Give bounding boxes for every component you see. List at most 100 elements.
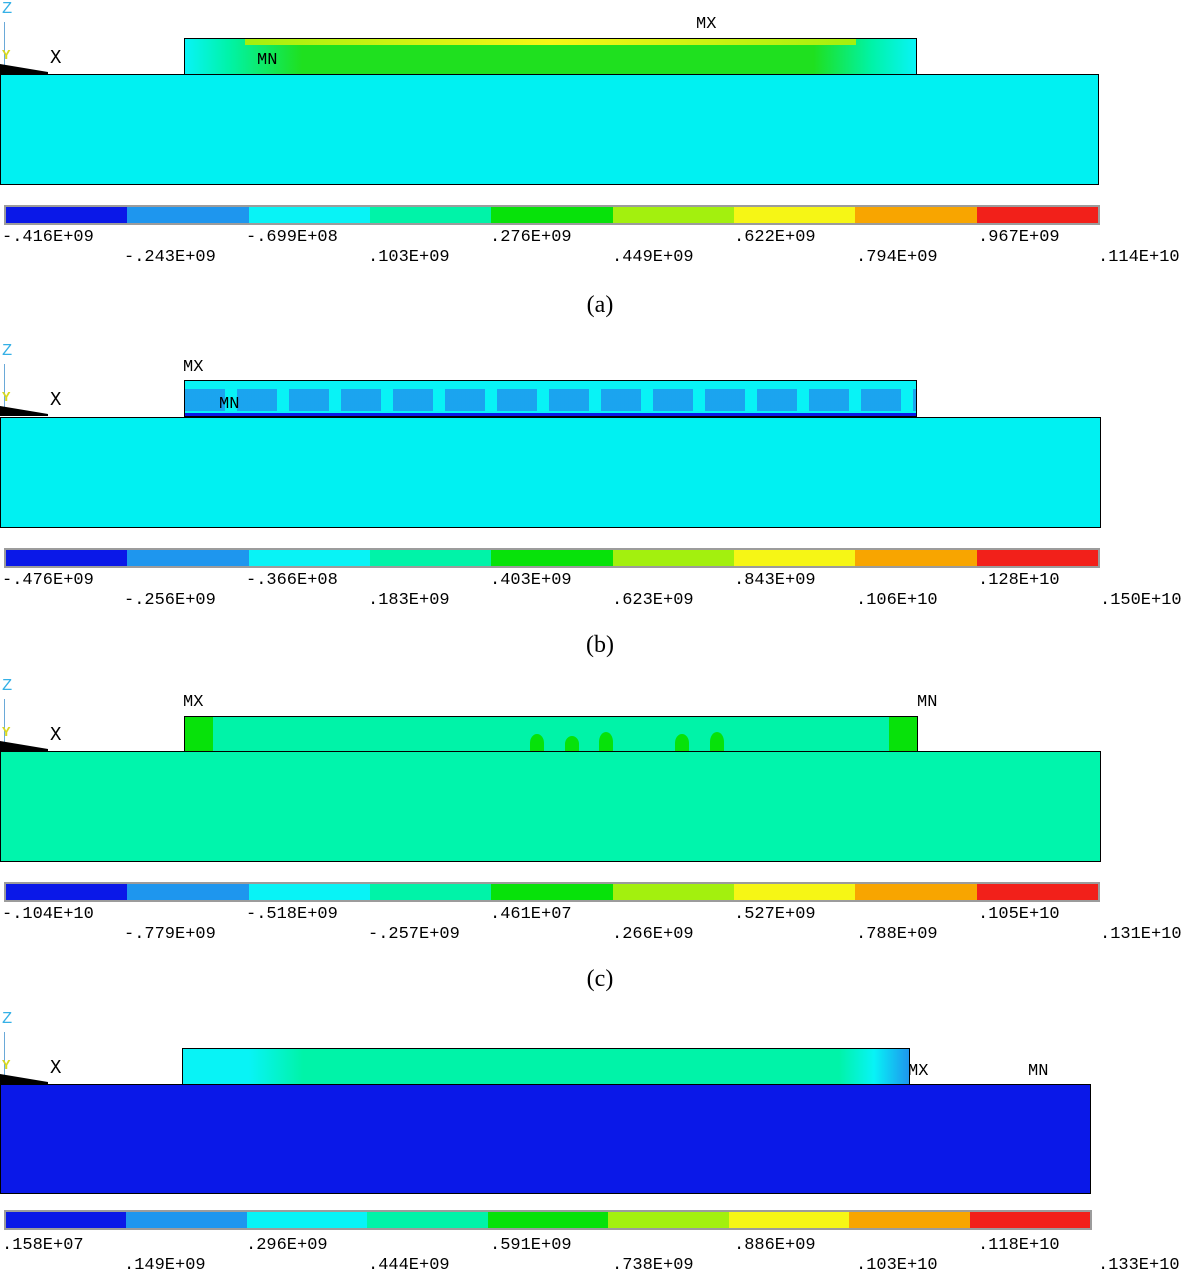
color-legend-bar [4,548,1100,568]
legend-tick-label: -.243E+09 [124,248,216,267]
legend-swatch-4 [369,207,492,223]
marker-mn: MN [917,693,938,712]
axis-triad-icon [0,741,48,751]
film-layer [184,38,917,75]
legend-swatch-8 [855,884,977,900]
legend-swatch-6 [612,207,734,223]
film-top-band [245,39,856,45]
axis-z-label: Z [2,0,13,19]
legend-tick-label: .183E+09 [368,591,450,610]
substrate-layer [0,751,1101,862]
film-edge-right [889,717,917,752]
legend-swatch-6 [612,884,734,900]
substrate-layer [0,1084,1091,1194]
legend-swatch-7 [728,1212,850,1228]
axis-z-line [4,699,5,745]
legend-swatch-2 [126,1212,247,1228]
legend-tick-label: .296E+09 [246,1236,328,1255]
legend-swatch-1 [6,884,128,900]
legend-swatch-3 [248,207,370,223]
legend-tick-label: -.699E+08 [246,228,338,247]
legend-tick-label: .794E+09 [856,248,938,267]
legend-swatch-3 [248,884,370,900]
axis-y-label: Y [2,48,11,64]
color-legend-bar [4,882,1100,902]
panel-caption: (b) [586,632,614,658]
legend-swatch-4 [367,1212,488,1228]
legend-swatch-1 [6,550,128,566]
panel-caption: (a) [586,292,614,318]
legend-tick-label: -.256E+09 [124,591,216,610]
legend-tick-label: -.257E+09 [368,925,460,944]
substrate-layer [0,74,1099,185]
axis-x-label: X [50,724,62,746]
legend-swatch-2 [127,550,249,566]
axis-z-line [4,1032,5,1078]
axis-z-line [4,364,5,410]
legend-tick-label: .788E+09 [856,925,938,944]
legend-tick-label: .623E+09 [612,591,694,610]
film-lobe [599,732,613,752]
axis-y-label: Y [2,725,11,741]
film-band [185,389,916,411]
legend-tick-label: .843E+09 [734,571,816,590]
legend-tick-label: .276E+09 [490,228,572,247]
legend-swatch-2 [127,207,249,223]
axis-x-label: X [50,1057,62,1079]
legend-swatch-5 [491,884,613,900]
axis-triad-icon [0,64,48,74]
legend-tick-label: .114E+10 [1098,248,1180,267]
axis-y-label: Y [2,390,11,406]
film-layer [182,1048,910,1085]
legend-swatch-3 [248,550,370,566]
axis-triad-icon [0,1074,48,1084]
marker-mn: MN [1028,1062,1049,1081]
legend-tick-label: .591E+09 [490,1236,572,1255]
legend-tick-label: .886E+09 [734,1236,816,1255]
film-lobe [675,734,689,752]
legend-swatch-9 [976,884,1098,900]
film-edge-left [185,717,213,752]
axis-z-label: Z [2,342,13,361]
axis-triad-icon [0,406,48,416]
marker-mn: MN [257,51,278,70]
legend-tick-label: .158E+07 [2,1236,84,1255]
legend-swatch-9 [976,550,1098,566]
film-cyan-left [183,1049,303,1084]
legend-tick-label: .133E+10 [1098,1256,1180,1275]
panel-c: Z Y X MX MN -.104E+10 -.518E+09 .461E+07… [0,677,1200,1002]
color-legend-bar [4,1210,1092,1230]
panel-b: Z Y X MX MN -.476E+09 -.366E+08 .403E+09… [0,342,1200,667]
legend-swatch-6 [608,1212,729,1228]
panel-caption: (c) [586,966,614,992]
legend-tick-label: .118E+10 [978,1236,1060,1255]
film-lobe [530,734,544,752]
panel-d: Z Y X MX MN .158E+07 .296E+09 .591E+09 .… [0,1010,1200,1275]
axis-z-line [4,22,5,68]
axis-x-label: X [50,389,62,411]
legend-swatch-1 [6,1212,127,1228]
legend-tick-label: -.416E+09 [2,228,94,247]
legend-tick-label: -.366E+08 [246,571,338,590]
legend-swatch-9 [976,207,1098,223]
legend-swatch-3 [246,1212,368,1228]
panel-a: Z Y X MX MN -.416E+09 -.699E+08 .276E+09… [0,0,1200,325]
legend-tick-label: .967E+09 [978,228,1060,247]
legend-tick-label: .738E+09 [612,1256,694,1275]
legend-tick-label: .622E+09 [734,228,816,247]
legend-swatch-5 [487,1212,609,1228]
legend-swatch-7 [733,884,856,900]
legend-tick-label: .444E+09 [368,1256,450,1275]
marker-mx: MX [183,693,204,712]
film-lobe [710,732,724,752]
legend-swatch-6 [612,550,734,566]
legend-tick-label: .106E+10 [856,591,938,610]
film-cyan-right [839,1049,909,1084]
legend-swatch-2 [127,884,249,900]
legend-swatch-8 [855,207,977,223]
legend-tick-label: .150E+10 [1100,591,1182,610]
legend-tick-label: .266E+09 [612,925,694,944]
axis-z-label: Z [2,677,13,696]
legend-tick-label: .131E+10 [1100,925,1182,944]
legend-swatch-5 [491,207,613,223]
